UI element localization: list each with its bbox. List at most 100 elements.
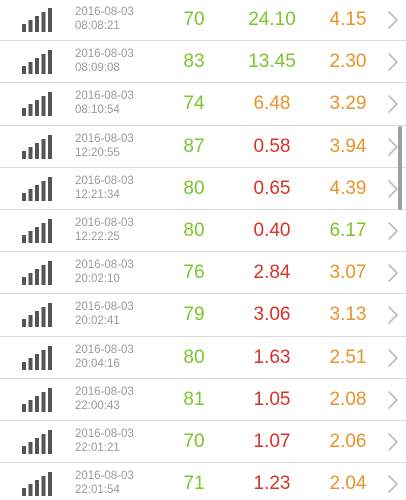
value-3: 6.17 (329, 219, 367, 241)
row-date: 2016-08-03 (75, 6, 134, 18)
scrollbar[interactable] (398, 126, 402, 210)
value-2: 0.58 (253, 135, 291, 157)
signal-strength-icon (22, 472, 52, 497)
value-1: 80 (183, 177, 205, 199)
signal-strength-icon (22, 176, 52, 201)
chevron-right-icon (387, 94, 399, 114)
value-1: 74 (183, 93, 205, 115)
value-2: 6.48 (253, 93, 291, 115)
history-row[interactable]: 2016-08-03 22:01:21 70 1.07 2.06 (0, 421, 406, 464)
row-time: 12:20:55 (75, 146, 120, 159)
timestamp: 2016-08-03 12:20:55 (75, 132, 134, 160)
value-1: 79 (183, 304, 205, 326)
history-row[interactable]: 2016-08-03 08:08:21 70 24.10 4.15 (0, 0, 406, 42)
row-date: 2016-08-03 (75, 48, 134, 61)
row-date: 2016-08-03 (75, 301, 134, 314)
signal-strength-icon (22, 134, 52, 159)
signal-strength-icon (22, 303, 52, 328)
value-1: 76 (183, 262, 205, 284)
value-3: 2.08 (329, 388, 367, 410)
timestamp: 2016-08-03 22:00:43 (75, 385, 134, 413)
value-1: 71 (183, 473, 205, 495)
timestamp: 2016-08-03 08:08:21 (75, 5, 134, 33)
chevron-right-icon (387, 52, 399, 72)
history-row[interactable]: 2016-08-03 22:01:54 71 1.23 2.04 (0, 463, 406, 500)
row-date: 2016-08-03 (75, 216, 134, 229)
timestamp: 2016-08-03 12:21:34 (75, 174, 134, 202)
row-time: 20:02:41 (75, 315, 120, 328)
timestamp: 2016-08-03 12:22:25 (75, 216, 134, 244)
chevron-right-icon (387, 221, 399, 241)
row-date: 2016-08-03 (75, 385, 134, 398)
value-3: 4.39 (329, 177, 367, 199)
row-date: 2016-08-03 (75, 174, 134, 187)
value-2: 1.07 (253, 430, 291, 452)
row-time: 20:02:10 (75, 273, 120, 286)
value-2: 0.65 (253, 177, 291, 199)
row-date: 2016-08-03 (75, 470, 134, 483)
row-date: 2016-08-03 (75, 132, 134, 145)
value-3: 4.15 (329, 9, 367, 30)
signal-strength-icon (22, 218, 52, 243)
value-2: 3.06 (253, 304, 291, 326)
timestamp: 2016-08-03 20:02:10 (75, 258, 134, 286)
value-2: 1.05 (253, 388, 291, 410)
value-3: 2.06 (329, 430, 367, 452)
value-3: 2.04 (329, 473, 367, 495)
signal-strength-icon (22, 92, 52, 117)
row-time: 08:10:54 (75, 104, 120, 117)
value-2: 13.45 (248, 51, 296, 73)
history-row[interactable]: 2016-08-03 12:20:55 87 0.58 3.94 (0, 126, 406, 168)
value-3: 2.30 (329, 51, 367, 73)
value-1: 87 (183, 135, 205, 157)
history-row[interactable]: 2016-08-03 12:22:25 80 0.40 6.17 (0, 210, 406, 253)
history-row[interactable]: 2016-08-03 08:10:54 74 6.48 3.29 (0, 83, 406, 126)
chevron-right-icon (387, 137, 399, 157)
signal-strength-icon (22, 387, 52, 412)
row-time: 22:00:43 (75, 399, 120, 412)
signal-strength-icon (22, 8, 52, 32)
value-3: 3.13 (329, 304, 367, 326)
value-3: 3.94 (329, 135, 367, 157)
signal-strength-icon (22, 345, 52, 370)
history-row[interactable]: 2016-08-03 20:02:41 79 3.06 3.13 (0, 294, 406, 337)
value-2: 1.63 (253, 346, 291, 368)
value-2: 24.10 (248, 9, 296, 30)
row-date: 2016-08-03 (75, 90, 134, 103)
signal-strength-icon (22, 50, 52, 75)
value-1: 83 (183, 51, 205, 73)
history-row[interactable]: 2016-08-03 12:21:34 80 0.65 4.39 (0, 168, 406, 210)
row-date: 2016-08-03 (75, 259, 134, 272)
signal-strength-icon (22, 261, 52, 286)
chevron-right-icon (387, 390, 399, 410)
timestamp: 2016-08-03 22:01:21 (75, 427, 134, 455)
chevron-right-icon (387, 474, 399, 494)
value-2: 1.23 (253, 473, 291, 495)
timestamp: 2016-08-03 22:01:54 (75, 469, 134, 497)
row-time: 08:09:08 (75, 62, 120, 75)
value-1: 70 (183, 9, 205, 30)
value-1: 70 (183, 430, 205, 452)
history-row[interactable]: 2016-08-03 20:02:10 76 2.84 3.07 (0, 252, 406, 295)
row-time: 08:08:21 (75, 20, 120, 32)
value-3: 2.51 (329, 346, 367, 368)
timestamp: 2016-08-03 20:02:41 (75, 300, 134, 328)
row-time: 22:01:54 (75, 484, 120, 497)
chevron-right-icon (387, 348, 399, 368)
row-date: 2016-08-03 (75, 427, 134, 440)
history-row[interactable]: 2016-08-03 22:00:43 81 1.05 2.08 (0, 379, 406, 421)
timestamp: 2016-08-03 08:09:08 (75, 47, 134, 75)
value-1: 80 (183, 346, 205, 368)
history-row[interactable]: 2016-08-03 20:04:16 80 1.63 2.51 (0, 337, 406, 379)
row-time: 12:21:34 (75, 188, 120, 201)
chevron-right-icon (387, 263, 399, 283)
value-2: 0.40 (253, 219, 291, 241)
timestamp: 2016-08-03 20:04:16 (75, 343, 134, 371)
history-row[interactable]: 2016-08-03 08:09:08 83 13.45 2.30 (0, 41, 406, 84)
row-time: 22:01:21 (75, 441, 120, 454)
chevron-right-icon (387, 432, 399, 452)
value-1: 80 (183, 219, 205, 241)
value-2: 2.84 (253, 262, 291, 284)
